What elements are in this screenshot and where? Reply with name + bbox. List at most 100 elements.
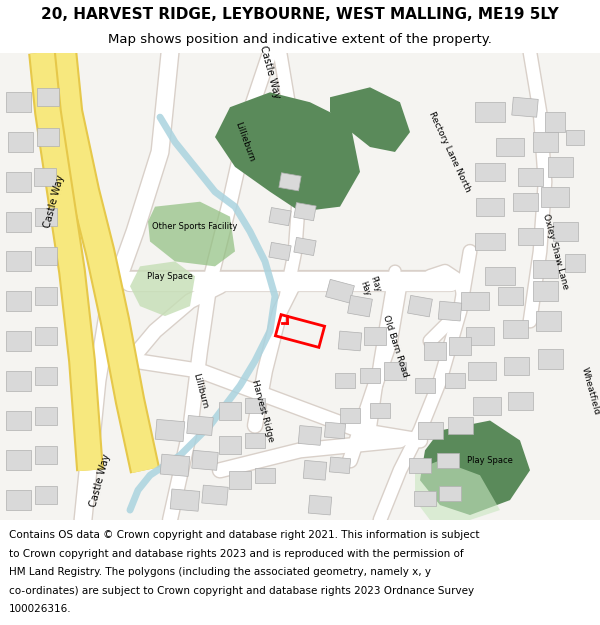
Polygon shape — [512, 98, 538, 118]
Polygon shape — [294, 238, 316, 256]
Polygon shape — [35, 446, 57, 464]
Polygon shape — [5, 490, 31, 510]
Polygon shape — [245, 398, 265, 413]
Polygon shape — [170, 489, 200, 511]
Text: HM Land Registry. The polygons (including the associated geometry, namely x, y: HM Land Registry. The polygons (includin… — [9, 568, 431, 578]
Polygon shape — [35, 367, 57, 385]
Polygon shape — [35, 248, 57, 266]
Polygon shape — [409, 458, 431, 472]
Polygon shape — [473, 397, 501, 414]
Polygon shape — [407, 296, 433, 317]
Polygon shape — [245, 433, 265, 448]
Polygon shape — [545, 112, 565, 132]
Polygon shape — [439, 486, 461, 501]
Polygon shape — [5, 291, 31, 311]
Polygon shape — [255, 468, 275, 482]
Polygon shape — [461, 292, 489, 310]
Polygon shape — [5, 212, 31, 231]
Text: Castle Way: Castle Way — [88, 452, 112, 508]
Polygon shape — [215, 92, 360, 212]
Polygon shape — [536, 311, 560, 331]
Polygon shape — [229, 471, 251, 489]
Polygon shape — [5, 331, 31, 351]
Polygon shape — [269, 208, 291, 226]
Polygon shape — [503, 320, 527, 338]
Polygon shape — [130, 261, 195, 316]
Polygon shape — [415, 378, 435, 393]
Polygon shape — [329, 457, 350, 474]
Text: 100026316.: 100026316. — [9, 604, 71, 614]
Polygon shape — [192, 451, 218, 471]
Polygon shape — [566, 129, 584, 144]
Polygon shape — [475, 163, 505, 181]
Polygon shape — [418, 421, 443, 439]
Polygon shape — [5, 411, 31, 431]
Polygon shape — [384, 362, 406, 380]
Polygon shape — [5, 451, 31, 470]
Polygon shape — [503, 357, 529, 375]
Text: to Crown copyright and database rights 2023 and is reproduced with the permissio: to Crown copyright and database rights 2… — [9, 549, 464, 559]
Polygon shape — [35, 208, 57, 226]
Polygon shape — [298, 426, 322, 446]
Polygon shape — [449, 337, 471, 355]
Polygon shape — [35, 288, 57, 305]
Text: Castle Way: Castle Way — [258, 45, 282, 100]
Polygon shape — [325, 422, 346, 439]
Polygon shape — [303, 461, 327, 480]
Text: Old Barn Road: Old Barn Road — [381, 314, 409, 378]
Polygon shape — [37, 88, 59, 106]
Polygon shape — [517, 168, 542, 186]
Text: Contains OS data © Crown copyright and database right 2021. This information is : Contains OS data © Crown copyright and d… — [9, 531, 479, 541]
Text: Wheatfield: Wheatfield — [579, 366, 600, 416]
Polygon shape — [155, 419, 185, 442]
Polygon shape — [548, 157, 572, 177]
Polygon shape — [308, 495, 332, 515]
Polygon shape — [294, 202, 316, 221]
Polygon shape — [414, 491, 436, 506]
Polygon shape — [37, 128, 59, 146]
Polygon shape — [364, 327, 386, 345]
Polygon shape — [330, 88, 410, 152]
Polygon shape — [565, 254, 585, 272]
Polygon shape — [326, 279, 355, 303]
Polygon shape — [360, 368, 380, 383]
Polygon shape — [512, 192, 538, 211]
Polygon shape — [533, 132, 557, 152]
Polygon shape — [466, 327, 494, 345]
Polygon shape — [476, 198, 504, 216]
Polygon shape — [148, 202, 235, 266]
Polygon shape — [202, 485, 228, 505]
Polygon shape — [541, 187, 569, 207]
Polygon shape — [187, 416, 213, 436]
Text: Other Sports Facility: Other Sports Facility — [152, 222, 238, 231]
Polygon shape — [5, 251, 31, 271]
Polygon shape — [160, 454, 190, 476]
Polygon shape — [445, 373, 465, 388]
Text: Lilliburn: Lilliburn — [191, 372, 209, 409]
Text: Play
Hay: Play Hay — [358, 276, 382, 297]
Polygon shape — [496, 138, 524, 156]
Text: Play Space: Play Space — [467, 456, 513, 465]
Polygon shape — [5, 371, 31, 391]
Polygon shape — [370, 403, 390, 418]
Polygon shape — [219, 402, 241, 419]
Polygon shape — [35, 327, 57, 345]
Text: Castle Way: Castle Way — [42, 174, 66, 229]
Text: Lillieburn: Lillieburn — [233, 121, 256, 163]
Polygon shape — [338, 331, 362, 351]
Polygon shape — [468, 362, 496, 380]
Polygon shape — [485, 268, 515, 285]
Polygon shape — [7, 132, 32, 152]
Polygon shape — [269, 242, 291, 261]
Polygon shape — [420, 421, 530, 515]
Polygon shape — [279, 173, 301, 191]
Polygon shape — [437, 453, 459, 468]
Text: Map shows position and indicative extent of the property.: Map shows position and indicative extent… — [108, 33, 492, 46]
Polygon shape — [34, 168, 56, 186]
Polygon shape — [219, 436, 241, 454]
Polygon shape — [0, 52, 600, 520]
Text: Play Space: Play Space — [147, 272, 193, 281]
Polygon shape — [35, 407, 57, 424]
Polygon shape — [5, 92, 31, 112]
Polygon shape — [5, 172, 31, 192]
